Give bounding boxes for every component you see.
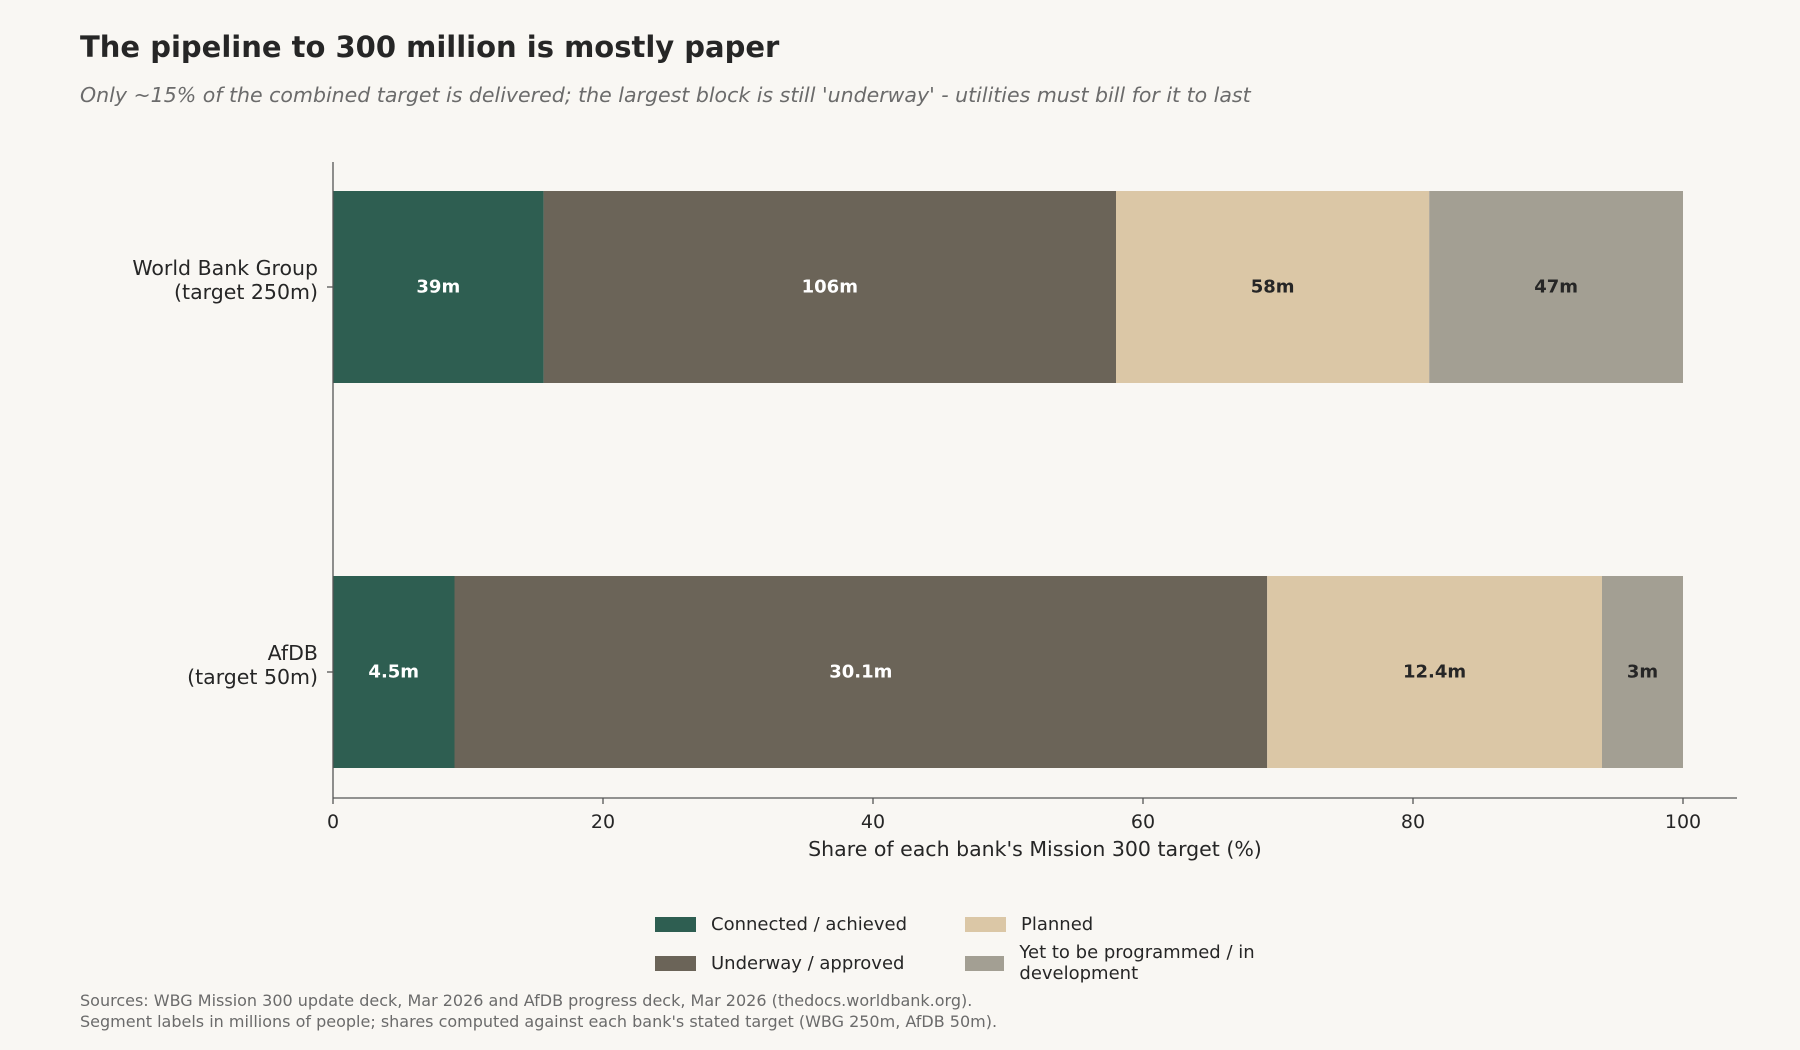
bar-afdb-underway-approved [454,576,1268,768]
chart-title: The pipeline to 300 million is mostly pa… [80,30,780,64]
source-note: Sources: WBG Mission 300 update deck, Ma… [80,990,997,1032]
y-tick-label-line: AfDB [268,641,318,665]
legend-item-underway: Underway / approved [655,942,965,984]
legend-item-connected: Connected / achieved [655,914,965,935]
legend-label-yet-to-be-programmed: Yet to be programmed / in development [1019,942,1255,984]
legend-label-underway: Underway / approved [711,952,905,974]
x-tick-label-0: 0 [327,811,339,833]
legend-item-planned: Planned [965,914,1365,935]
x-tick-label-80: 80 [1401,811,1425,833]
bar-label-afdb-connected-achieved: 4.5m [368,662,419,683]
bar-label-world-bank-group-yet-to-be-programmed-in-development: 47m [1534,277,1578,298]
bar-world-bank-group-connected-achieved [333,191,544,383]
bar-world-bank-group-yet-to-be-programmed-in-development [1429,191,1683,383]
bar-label-afdb-planned: 12.4m [1403,662,1466,683]
source-line-2: Segment labels in millions of people; sh… [80,1012,998,1031]
bar-world-bank-group-underway-approved [543,191,1116,383]
y-tick-label-line: World Bank Group [132,256,318,280]
bar-afdb-planned [1267,576,1602,768]
bar-label-world-bank-group-underway-approved: 106m [802,277,858,298]
x-tick-label-100: 100 [1665,811,1701,833]
y-tick-label-line: (target 50m) [187,665,318,689]
source-line-1: Sources: WBG Mission 300 update deck, Ma… [80,991,973,1010]
stacked-bar-chart: 39m 106m 58m 47m World Bank Group (target 250… [132,162,1737,861]
bar-world-bank-group-planned [1116,191,1430,383]
legend-label-planned: Planned [1021,914,1094,935]
bar-label-world-bank-group-planned: 58m [1251,277,1295,298]
y-tick-label-line: (target 250m) [174,280,318,304]
y-tick-label-afdb: AfDB (target 50m) [187,641,318,689]
legend-item-yet-to-be-programmed: Yet to be programmed / in development [965,942,1365,984]
x-tick-label-40: 40 [861,811,885,833]
legend-swatch-yet-to-be-programmed [965,955,1005,971]
bar-label-afdb-underway-approved: 30.1m [829,662,892,683]
legend-swatch-connected [655,917,696,932]
legend: Connected / achieved Planned Underway / … [655,914,1365,984]
legend-swatch-planned [965,917,1006,932]
bar-afdb-yet-to-be-programmed-in-development [1602,576,1683,768]
bar-label-world-bank-group-connected-achieved: 39m [416,277,460,298]
chart-subtitle: Only ~15% of the combined target is deli… [80,83,1251,107]
x-axis-label: Share of each bank's Mission 300 target … [808,837,1262,861]
y-tick-label-world-bank-group: World Bank Group (target 250m) [132,256,318,304]
bar-afdb-connected-achieved [333,576,455,768]
x-tick-label-20: 20 [591,811,615,833]
legend-label-connected: Connected / achieved [711,914,907,935]
bar-label-afdb-yet-to-be-programmed-in-development: 3m [1627,662,1658,683]
x-tick-label-60: 60 [1131,811,1155,833]
legend-swatch-underway [655,955,696,971]
